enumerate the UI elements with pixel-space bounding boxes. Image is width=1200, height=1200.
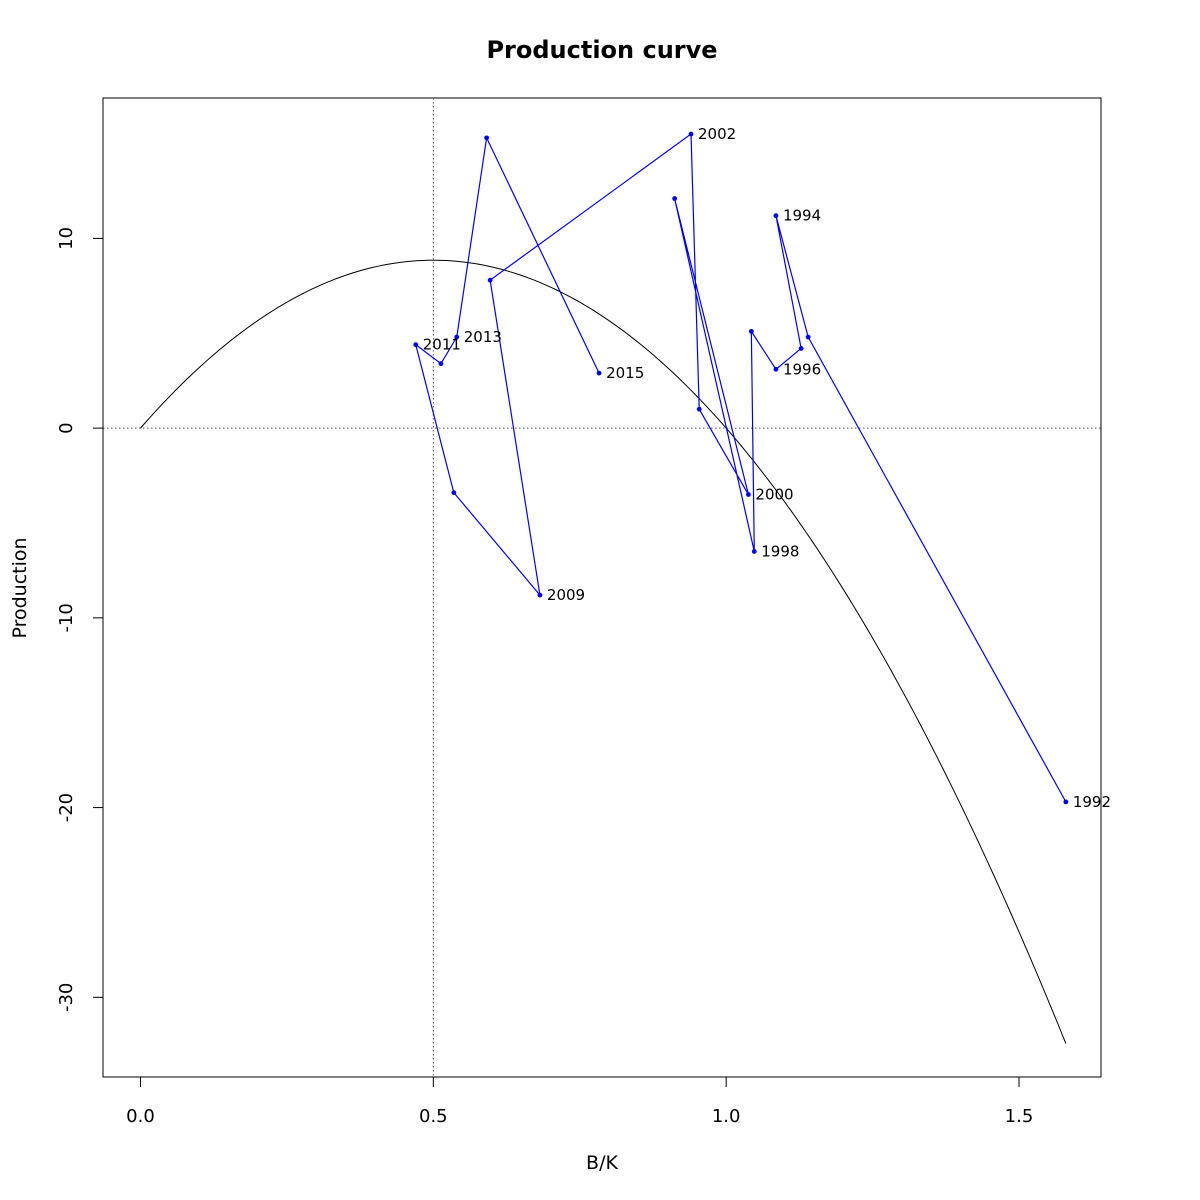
data-point-2009: [537, 592, 543, 598]
y-tick-label: -10: [56, 603, 77, 632]
data-point-2000: [746, 492, 751, 497]
data-point-1992: [1063, 799, 1069, 805]
y-tick-label: 10: [56, 227, 77, 250]
point-label-2015: 2015: [606, 364, 644, 382]
point-label-2011: 2011: [423, 336, 461, 354]
data-point-1993: [805, 334, 811, 340]
data-point-1999: [672, 196, 678, 201]
y-axis: -30 -20 -10 0 10: [56, 227, 104, 1012]
data-point-2011: [413, 342, 419, 348]
point-label-2002: 2002: [698, 125, 736, 143]
point-label-1992: 1992: [1073, 793, 1111, 811]
data-point-2012: [438, 361, 444, 367]
x-tick-label: 1.5: [1005, 1106, 1034, 1127]
point-label-layer: 1992 1994 1996 1998 2000 2002 2009 2011 2013 2015: [423, 125, 1111, 811]
point-label-1998: 1998: [761, 542, 799, 560]
point-label-2013: 2013: [464, 328, 502, 346]
data-point-2003: [487, 277, 493, 283]
data-point-1996: [773, 366, 779, 372]
reference-lines: [103, 98, 1101, 1077]
y-tick-label: 0: [56, 422, 77, 433]
chart-title: Production curve: [486, 36, 717, 64]
data-point-2002: [688, 131, 694, 137]
point-label-1994: 1994: [783, 207, 821, 225]
x-tick-label: 1.0: [712, 1106, 741, 1127]
y-tick-label: -30: [56, 983, 77, 1012]
data-point-2014: [484, 135, 490, 141]
series-layer: [413, 131, 1069, 805]
x-axis: 0.0 0.5 1.0 1.5: [126, 1076, 1034, 1127]
data-point-1998: [751, 549, 757, 554]
y-axis-label: Production: [9, 537, 31, 638]
y-tick-label: -20: [56, 793, 77, 822]
data-point-1994: [773, 213, 779, 219]
point-label-2009: 2009: [547, 586, 585, 604]
production-curve-layer: [140, 259, 1067, 1044]
data-point-1995: [798, 346, 804, 351]
x-tick-label: 0.0: [126, 1106, 155, 1127]
data-point-1997: [748, 328, 754, 334]
point-label-1996: 1996: [783, 360, 821, 378]
production-curve-line: [140, 259, 1067, 1044]
point-label-2000: 2000: [755, 486, 793, 504]
data-point-2001: [696, 406, 702, 412]
data-point-2015: [596, 370, 602, 376]
data-point-2013: [454, 334, 460, 340]
x-axis-label: B/K: [586, 1152, 618, 1174]
x-tick-label: 0.5: [419, 1106, 448, 1127]
data-point-2010: [451, 490, 457, 496]
